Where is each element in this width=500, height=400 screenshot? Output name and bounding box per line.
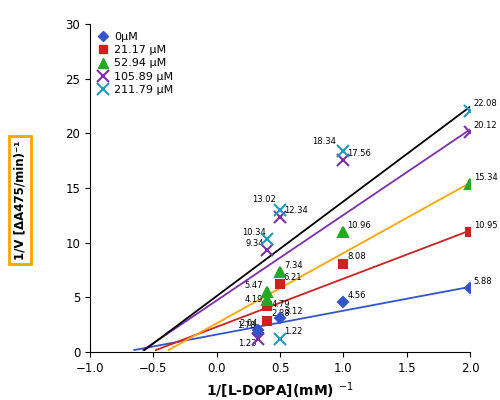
Text: 10.34: 10.34 — [242, 228, 266, 237]
Text: 1/V [ΔA475/min)⁻¹: 1/V [ΔA475/min)⁻¹ — [14, 140, 26, 260]
Text: 13.02: 13.02 — [252, 195, 276, 204]
Text: 12.34: 12.34 — [284, 206, 308, 215]
Text: 1.23: 1.23 — [238, 339, 256, 348]
Text: 3.12: 3.12 — [284, 307, 302, 316]
Text: 4.79: 4.79 — [271, 300, 289, 309]
Text: 4.56: 4.56 — [347, 291, 366, 300]
Text: 2.88: 2.88 — [271, 309, 290, 318]
Text: 7.34: 7.34 — [284, 260, 302, 270]
Text: 18.34: 18.34 — [312, 137, 336, 146]
Text: 15.34: 15.34 — [474, 173, 498, 182]
Text: 9.34: 9.34 — [246, 239, 264, 248]
Text: 1.78: 1.78 — [237, 321, 256, 330]
Text: 1.22: 1.22 — [284, 328, 302, 336]
Text: 5.88: 5.88 — [474, 276, 492, 286]
Text: 10.95: 10.95 — [474, 221, 498, 230]
Text: 4.19: 4.19 — [244, 295, 263, 304]
Text: 20.12: 20.12 — [474, 121, 498, 130]
Text: 17.56: 17.56 — [347, 149, 371, 158]
Text: 2.04: 2.04 — [240, 318, 258, 328]
X-axis label: 1/[L-DOPA](mM) $^{-1}$: 1/[L-DOPA](mM) $^{-1}$ — [206, 380, 354, 400]
Text: 10.96: 10.96 — [347, 221, 371, 230]
Text: 5.47: 5.47 — [244, 281, 263, 290]
Text: 22.08: 22.08 — [474, 100, 498, 108]
Legend: 0µM, 21.17 µM, 52.94 µM, 105.89 µM, 211.79 µM: 0µM, 21.17 µM, 52.94 µM, 105.89 µM, 211.… — [96, 30, 176, 97]
Text: 8.08: 8.08 — [347, 252, 366, 262]
Text: 6.21: 6.21 — [284, 273, 302, 282]
